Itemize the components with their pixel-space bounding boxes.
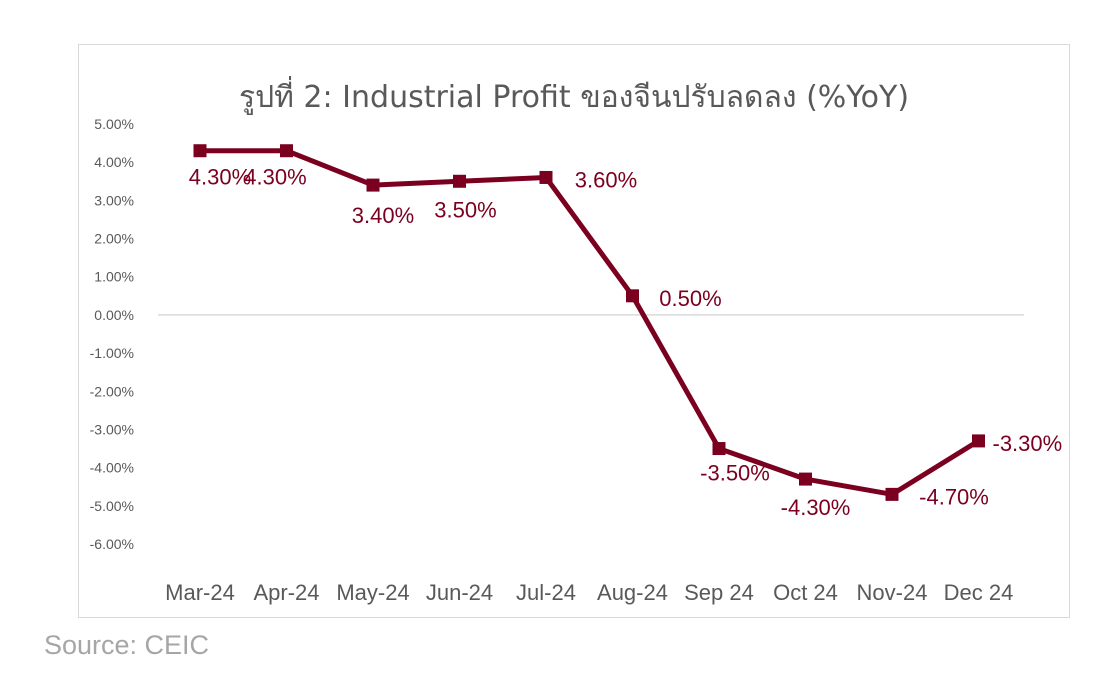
x-tick-label: Jul-24 <box>516 580 576 605</box>
x-tick-label: Nov-24 <box>857 580 928 605</box>
data-label: 0.50% <box>659 286 721 311</box>
data-point-marker <box>972 434 985 448</box>
data-label: -4.30% <box>781 495 851 520</box>
data-labels: 4.30%4.30% 3.40% 3.50% 3.60% 0.50% -3.50% -4.3… <box>189 165 1062 520</box>
y-tick-label: -1.00% <box>90 345 134 361</box>
x-tick-label: Aug-24 <box>597 580 668 605</box>
data-label: -4.70% <box>919 484 989 509</box>
y-tick-label: -6.00% <box>90 536 134 552</box>
data-markers <box>193 144 985 501</box>
y-tick-label: -4.00% <box>90 460 134 476</box>
y-axis: 5.00% 4.00% 3.00% 2.00% 1.00% 0.00% -1.00% -2.0… <box>90 116 134 552</box>
data-point-marker <box>366 178 380 192</box>
y-tick-label: 2.00% <box>94 231 134 247</box>
data-point-marker <box>799 472 812 486</box>
x-tick-label: Dec 24 <box>944 580 1014 605</box>
x-tick-label: Jun-24 <box>426 580 493 605</box>
data-point-marker <box>453 174 466 188</box>
data-point-marker <box>193 144 207 158</box>
y-tick-label: 3.00% <box>94 192 134 208</box>
y-tick-label: 1.00% <box>94 269 134 285</box>
series-line <box>200 148 980 497</box>
x-tick-label: Oct 24 <box>773 580 838 605</box>
data-label: 3.40% <box>352 203 414 228</box>
data-label: -3.30% <box>993 431 1063 456</box>
y-tick-label: 5.00% <box>94 116 134 132</box>
chart-frame <box>78 44 1070 618</box>
data-label: 4.30% <box>189 165 251 190</box>
data-point-marker <box>626 289 639 303</box>
x-axis: Mar-24 Apr-24 May-24 Jun-24 Jul-24 Aug-24 Sep … <box>165 580 1013 605</box>
x-tick-label: Sep 24 <box>684 580 754 605</box>
data-label: 3.50% <box>434 197 496 222</box>
y-tick-label: 4.00% <box>94 154 134 170</box>
data-point-marker <box>712 442 726 456</box>
y-tick-label: 0.00% <box>94 307 134 323</box>
data-label: -3.50% <box>700 461 770 486</box>
data-label: 4.30% <box>244 165 306 190</box>
x-tick-label: Apr-24 <box>253 580 319 605</box>
data-point-marker <box>539 170 553 184</box>
data-label: 3.60% <box>575 167 637 192</box>
x-tick-label: May-24 <box>336 580 409 605</box>
chart-title: รูปที่ 2: Industrial Profit ของจีนปรับลด… <box>239 76 909 115</box>
y-tick-label: -3.00% <box>90 421 134 437</box>
source-note: Source: CEIC <box>44 630 210 660</box>
data-point-marker <box>280 144 293 158</box>
y-tick-label: -2.00% <box>90 383 134 399</box>
x-tick-label: Mar-24 <box>165 580 235 605</box>
y-tick-label: -5.00% <box>90 498 134 514</box>
data-point-marker <box>885 487 899 501</box>
